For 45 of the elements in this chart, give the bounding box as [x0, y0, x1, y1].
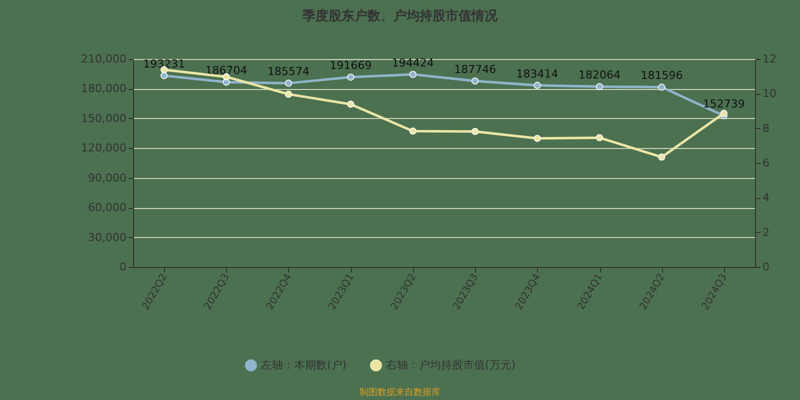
data-label: 191669 — [330, 59, 372, 72]
y2-tick-label: 4 — [762, 191, 770, 204]
point — [596, 83, 604, 90]
legend-label: 右轴：户均持股市值(万元) — [386, 358, 516, 372]
data-label: 182064 — [578, 68, 620, 82]
data-label: 152739 — [702, 98, 745, 111]
point — [347, 74, 354, 81]
text: 制图数据来自数据库 — [360, 387, 440, 398]
data-label: 186704 — [205, 64, 248, 78]
data-label: 181596 — [640, 69, 683, 82]
y2-tick-label: 2 — [762, 226, 770, 239]
y-tick-label: 150,000 — [81, 112, 126, 125]
data-label: 187746 — [454, 63, 496, 76]
point — [658, 154, 666, 161]
point — [658, 84, 666, 91]
legend-label: 左轴：本期数(户) — [261, 358, 347, 372]
y-tick-label: 60,000 — [88, 201, 126, 214]
point — [472, 128, 479, 136]
point — [596, 134, 604, 142]
y-tick-label: 180,000 — [81, 82, 126, 96]
y-tick-label: 120,000 — [81, 142, 126, 155]
point — [472, 77, 479, 85]
y-tick-label: 210,000 — [81, 52, 126, 66]
point — [160, 72, 168, 80]
point — [284, 80, 292, 87]
data-label: 185574 — [268, 65, 310, 78]
chart-title: 季度股东户数、户均持股市值情况 — [302, 8, 498, 24]
data-label: 193231 — [143, 58, 186, 71]
point — [347, 100, 354, 108]
point — [284, 90, 292, 98]
y2-tick-label: 8 — [762, 122, 770, 135]
y2-tick-label: 12 — [762, 52, 776, 66]
y2-tick-label: 6 — [762, 156, 770, 170]
point — [534, 134, 541, 142]
y2-tick-label: 0 — [762, 260, 770, 274]
y-tick-label: 30,000 — [88, 230, 126, 244]
data-label: 194424 — [392, 56, 434, 70]
point — [409, 128, 416, 135]
point — [534, 82, 541, 89]
y2-tick-label: 10 — [762, 87, 776, 100]
y-tick-label: 0 — [120, 260, 126, 274]
y-tick-label: 90,000 — [88, 171, 126, 184]
point — [409, 70, 416, 78]
data-label: 183414 — [516, 67, 558, 80]
point — [720, 110, 728, 117]
